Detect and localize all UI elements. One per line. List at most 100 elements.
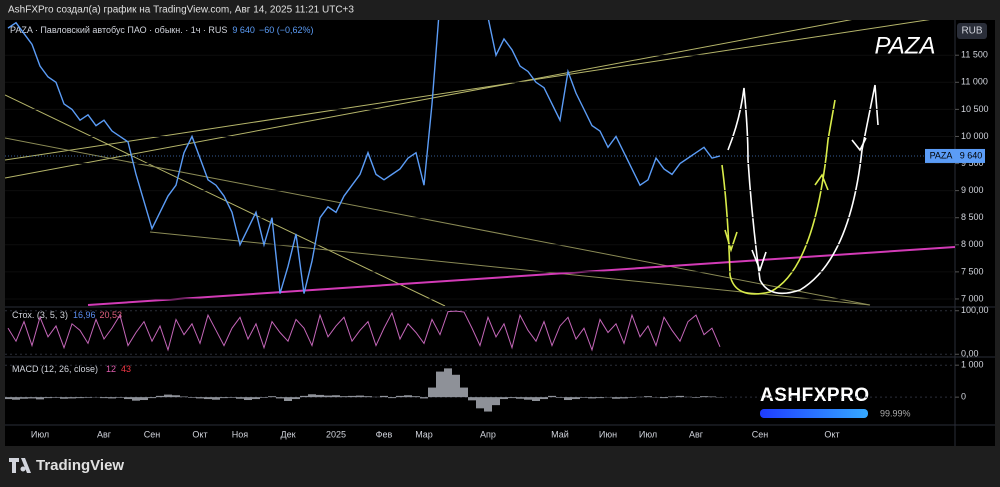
histogram-bar <box>300 395 308 398</box>
legend: Стох. (3, 5, 3) 16,96 20,53 <box>12 310 122 320</box>
histogram-bar <box>68 397 76 399</box>
histogram-bar <box>628 397 636 398</box>
histogram-bar <box>364 396 372 398</box>
price-tag-symbol: PAZA <box>930 150 953 160</box>
histogram-bar <box>196 397 204 399</box>
histogram-bar <box>492 397 500 406</box>
x-tick-label: Мар <box>415 429 433 439</box>
histogram-bar <box>180 396 188 398</box>
histogram-bar <box>484 397 492 412</box>
histogram-bar <box>500 397 508 400</box>
histogram-bar <box>188 397 196 398</box>
histogram-bar <box>444 368 452 398</box>
histogram-bar <box>108 397 116 399</box>
histogram-bar <box>676 395 684 398</box>
histogram-bar <box>268 396 276 398</box>
x-tick-label: 2025 <box>326 429 346 439</box>
histogram-bar <box>316 394 324 398</box>
y-tick-label: 7 500 <box>961 266 984 276</box>
y-tick-label: 11 000 <box>961 77 988 87</box>
histogram-bar <box>164 394 172 398</box>
histogram-bar <box>612 397 620 399</box>
histogram-bar <box>28 397 36 399</box>
x-tick-label: Ноя <box>232 429 249 439</box>
histogram-bar <box>356 395 364 398</box>
histogram-bar <box>84 397 92 398</box>
y-tick-label: 9 000 <box>961 185 984 195</box>
histogram-bar <box>452 374 460 398</box>
x-tick-label: Сен <box>144 429 161 439</box>
histogram-bar <box>668 396 676 398</box>
histogram-bar <box>396 395 404 398</box>
chart-area <box>5 20 995 446</box>
histogram-bar <box>244 397 252 401</box>
x-tick-label: Авг <box>689 429 704 439</box>
histogram-bar <box>228 397 236 398</box>
plot <box>7 310 721 352</box>
histogram-bar <box>140 397 148 401</box>
x-tick-label: Окт <box>192 429 207 439</box>
x-tick-label: Июл <box>31 429 49 439</box>
y-tick-label: 8 000 <box>961 239 984 249</box>
histogram-bar <box>476 397 484 409</box>
change: −60 (−0,62%) <box>259 25 314 35</box>
readout: 20,53 <box>99 310 122 320</box>
x-tick-label: Фев <box>376 429 393 439</box>
histogram-bar <box>236 397 244 399</box>
histogram-bar <box>52 397 60 398</box>
plot <box>7 20 721 294</box>
histogram-bar <box>596 397 604 399</box>
histogram-bar <box>220 397 228 399</box>
histogram-bar <box>548 395 556 398</box>
histogram-bar <box>460 387 468 398</box>
histogram-bar <box>428 387 436 398</box>
histogram-bar <box>100 397 108 399</box>
histogram-bar <box>404 395 412 398</box>
x-tick-label: Сен <box>752 429 769 439</box>
legend: PAZA · Павловский автобус ПАО · обыкн. ·… <box>10 25 313 35</box>
histogram-bar <box>508 397 516 399</box>
histogram-bar <box>5 397 12 400</box>
price-line <box>7 20 721 294</box>
footer-logo <box>9 458 31 473</box>
histogram-bar <box>588 397 596 399</box>
histogram-bar <box>284 397 292 401</box>
histogram-bar <box>204 397 212 400</box>
histogram-bar <box>468 397 476 401</box>
histogram-bar <box>324 395 332 398</box>
price-line <box>7 310 721 352</box>
histogram-bar <box>572 397 580 400</box>
histogram-bar <box>708 396 716 398</box>
indicator-title: Стох. (3, 5, 3) <box>12 310 68 320</box>
panel-dividers <box>5 20 995 446</box>
y-tick-label: 10 000 <box>961 131 989 141</box>
histogram-bar <box>540 397 548 400</box>
histogram-bar <box>420 397 428 399</box>
histogram-bar <box>276 397 284 399</box>
histogram-bar <box>124 397 132 400</box>
histogram-bar <box>524 397 532 400</box>
histogram-bar <box>252 397 260 400</box>
histogram-bar <box>516 397 524 399</box>
footer: TradingView <box>36 457 124 474</box>
histogram-bar <box>148 397 156 399</box>
header: AshFXPro создал(а) график на TradingView… <box>8 4 354 16</box>
watermark-percent: 99.99% <box>880 408 911 418</box>
legend: MACD (12, 26, close) 12 43 <box>12 364 131 374</box>
histogram-bar <box>116 397 124 398</box>
drawings <box>5 20 955 306</box>
y-tick-label: 0,00 <box>961 349 979 359</box>
readout: 43 <box>121 364 131 374</box>
currency-box[interactable] <box>957 23 987 39</box>
histogram-bar <box>348 395 356 398</box>
histogram-bar <box>412 396 420 398</box>
histogram-bar <box>436 371 444 398</box>
histogram-bar <box>340 396 348 398</box>
histogram-bar <box>700 396 708 398</box>
currency[interactable]: RUB <box>961 26 982 37</box>
watermark-brand: ASHFXPRO <box>760 385 870 406</box>
price-tag <box>925 148 957 163</box>
readout: 16,96 <box>73 310 96 320</box>
histogram-bar <box>564 397 572 401</box>
